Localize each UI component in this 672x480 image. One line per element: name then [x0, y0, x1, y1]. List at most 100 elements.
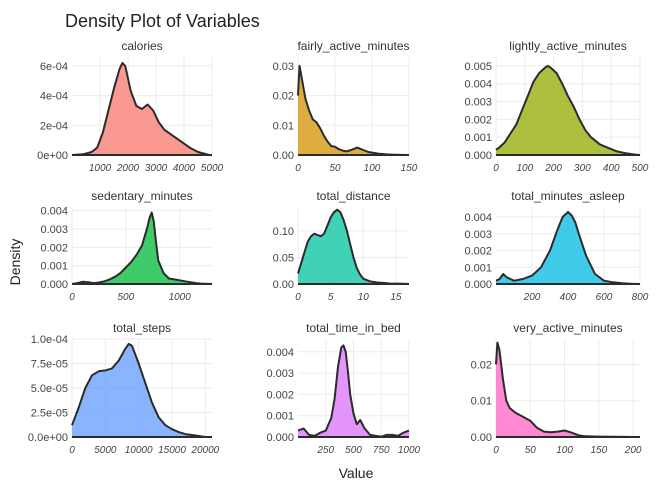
panel-total_time_in_bed: 0.000 0.001 0.002 0.003 0.004 250 500 750 1000 to…	[266, 321, 420, 456]
x-tick-label: 15	[390, 292, 402, 303]
strip-label: sedentary_minutes	[91, 189, 192, 203]
x-tick-label: 300	[574, 163, 591, 174]
x-tick-label: 750	[373, 445, 390, 456]
density-area-total_steps	[72, 343, 206, 437]
y-tick-label: 0.002	[464, 246, 492, 258]
y-tick-label: 0.004	[266, 347, 294, 359]
y-tick-label: 0.000	[40, 279, 68, 291]
x-axis-label: Value	[339, 465, 374, 480]
panel-total_steps: 0.0e+00 2.5e-05 5.0e-05 7.5e-05 1.0e-04 0 5000…	[28, 321, 220, 456]
density-area-sedentary_minutes	[72, 212, 212, 284]
y-tick-label: 0.001	[464, 262, 492, 274]
x-tick-label: 150	[591, 445, 608, 456]
strip-label: calories	[121, 39, 162, 53]
y-tick-label: 2e-04	[40, 120, 68, 132]
y-tick-label: 2.5e-05	[31, 408, 68, 420]
y-tick-label: 7.5e-05	[31, 359, 68, 371]
x-tick-label: 0	[295, 292, 301, 303]
y-tick-label: 0.002	[40, 242, 68, 254]
x-tick-label: 5000	[94, 445, 117, 456]
x-tick-label: 1000	[89, 163, 112, 174]
y-tick-label: 0.01	[273, 120, 294, 132]
x-tick-label: 250	[316, 445, 334, 456]
chart-title: Density Plot of Variables	[65, 11, 260, 31]
x-tick-label: 2000	[116, 163, 140, 174]
y-tick-label: 0.10	[273, 226, 294, 238]
strip-label: total_time_in_bed	[306, 321, 401, 335]
y-tick-label: 0.004	[40, 206, 68, 218]
density-line-total_distance	[297, 208, 410, 285]
x-tick-label: 15000	[158, 445, 186, 456]
panel-very_active_minutes: 0.00 0.01 0.02 0 50 100 150 200 very_active_minu…	[471, 321, 642, 456]
x-tick-label: 20000	[190, 445, 219, 456]
y-tick-label: 0.02	[471, 359, 492, 371]
y-tick-label: 0.003	[464, 229, 492, 241]
density-line-lightly_active_minutes	[495, 64, 641, 156]
strip-label: total_steps	[113, 321, 171, 335]
x-tick-label: 200	[523, 292, 541, 303]
y-tick-label: 0.003	[266, 368, 294, 380]
strip-label: very_active_minutes	[513, 321, 622, 335]
y-axis-label: Density	[7, 239, 23, 286]
y-tick-label: 0.0e+00	[28, 432, 68, 444]
density-area-total_distance	[298, 209, 409, 284]
density-line-fairly_active_minutes	[297, 64, 406, 156]
x-tick-label: 10000	[125, 445, 153, 456]
y-tick-label: 0.000	[464, 279, 492, 291]
y-tick-label: 0e+00	[37, 150, 68, 162]
x-tick-label: 150	[401, 163, 418, 174]
x-tick-label: 0	[69, 292, 75, 303]
strip-label: total_distance	[316, 189, 390, 203]
y-tick-label: 0.003	[464, 97, 492, 109]
panel-calories: 0e+00 2e-04 4e-04 6e-04 1000 2000 3000 4000 5000…	[37, 39, 223, 174]
panel-lightly_active_minutes: 0.000 0.001 0.002 0.003 0.004 0.005 0 100 200 300…	[464, 39, 648, 174]
x-tick-label: 100	[516, 163, 533, 174]
y-tick-label: 0.00	[273, 279, 294, 291]
panel-total_distance: 0.00 0.05 0.10 0 5 10 15 total_distance	[273, 189, 410, 303]
y-tick-label: 0.003	[40, 224, 68, 236]
density-area-lightly_active_minutes	[496, 65, 640, 155]
x-tick-label: 0	[493, 445, 499, 456]
y-tick-label: 0.00	[471, 432, 492, 444]
y-tick-label: 0.002	[464, 114, 492, 126]
x-tick-label: 200	[624, 445, 642, 456]
x-tick-label: 100	[556, 445, 573, 456]
density-area-fairly_active_minutes	[298, 65, 406, 155]
density-area-very_active_minutes	[496, 342, 634, 437]
x-tick-label: 500	[118, 292, 135, 303]
x-tick-label: 1000	[169, 292, 192, 303]
y-tick-label: 0.001	[464, 132, 492, 144]
x-tick-label: 500	[632, 163, 649, 174]
x-tick-label: 50	[329, 163, 341, 174]
density-line-calories	[71, 61, 210, 156]
y-tick-label: 0.03	[273, 61, 294, 73]
strip-label: fairly_active_minutes	[297, 39, 409, 53]
y-tick-label: 0.001	[266, 411, 294, 423]
x-tick-label: 0	[493, 163, 499, 174]
y-tick-label: 6e-04	[40, 61, 68, 73]
density-line-total_minutes_asleep	[495, 211, 641, 285]
x-tick-label: 4000	[173, 163, 196, 174]
x-tick-label: 5	[328, 292, 334, 303]
x-tick-label: 800	[632, 292, 649, 303]
y-tick-label: 0.02	[273, 91, 294, 103]
density-line-sedentary_minutes	[71, 211, 213, 285]
panel-sedentary_minutes: 0.000 0.001 0.002 0.003 0.004 0 500 1000 sedenta…	[40, 189, 213, 303]
x-tick-label: 600	[596, 292, 613, 303]
strip-label: total_minutes_asleep	[511, 189, 625, 203]
panel-total_minutes_asleep: 0.000 0.001 0.002 0.003 0.004 200 400 600 800 tot…	[464, 189, 648, 303]
y-tick-label: 0.000	[266, 432, 294, 444]
strip-label: lightly_active_minutes	[509, 39, 626, 53]
y-tick-label: 0.00	[273, 150, 294, 162]
x-tick-label: 100	[364, 163, 381, 174]
density-line-total_steps	[71, 342, 206, 438]
x-tick-label: 400	[603, 163, 620, 174]
y-tick-label: 0.002	[266, 389, 294, 401]
x-tick-label: 0	[295, 163, 301, 174]
y-tick-label: 0.005	[464, 61, 492, 73]
y-tick-label: 0.05	[273, 252, 294, 264]
y-tick-label: 0.004	[464, 212, 492, 224]
x-tick-label: 200	[544, 163, 562, 174]
y-tick-label: 0.001	[40, 261, 68, 273]
